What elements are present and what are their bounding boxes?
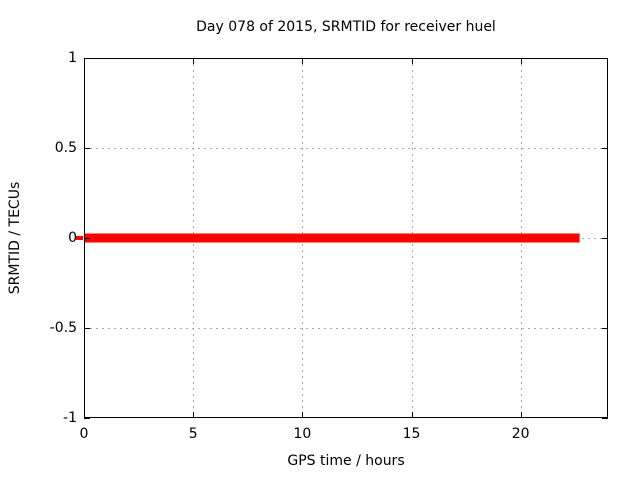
plot-area (76, 58, 608, 419)
x-tick-label: 5 (188, 426, 198, 442)
y-tick-label: 0.5 (54, 140, 77, 156)
plot-svg (76, 58, 608, 419)
y-tick-label: 0 (68, 230, 77, 246)
x-tick-label: 10 (293, 426, 312, 442)
plot-border (84, 58, 608, 418)
x-tick-label: 15 (402, 426, 421, 442)
x-tick-label: 20 (511, 426, 530, 442)
y-tick-label: -0.5 (49, 320, 77, 336)
y-tick-label: 1 (68, 50, 77, 66)
x-axis-label: GPS time / hours (287, 453, 405, 469)
y-tick-label: -1 (63, 410, 77, 426)
chart-title: Day 078 of 2015, SRMTID for receiver hue… (196, 19, 496, 35)
x-tick-label: 0 (79, 426, 89, 442)
